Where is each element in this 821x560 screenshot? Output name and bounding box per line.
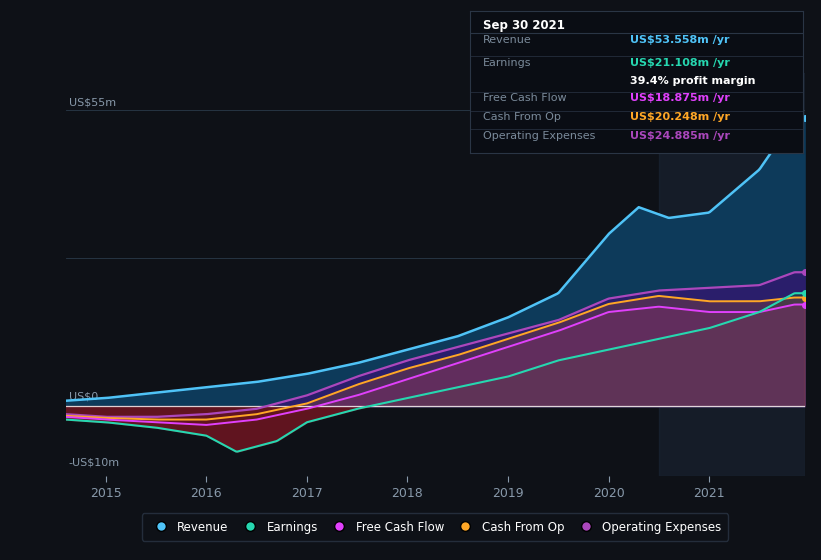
Text: Free Cash Flow: Free Cash Flow xyxy=(483,94,566,104)
Text: Sep 30 2021: Sep 30 2021 xyxy=(483,19,565,32)
Text: Operating Expenses: Operating Expenses xyxy=(483,130,595,141)
Text: US$24.885m /yr: US$24.885m /yr xyxy=(630,130,730,141)
Text: US$55m: US$55m xyxy=(69,98,116,108)
Text: US$53.558m /yr: US$53.558m /yr xyxy=(630,35,729,45)
Text: US$0: US$0 xyxy=(69,392,98,402)
Text: -US$10m: -US$10m xyxy=(69,457,120,467)
Legend: Revenue, Earnings, Free Cash Flow, Cash From Op, Operating Expenses: Revenue, Earnings, Free Cash Flow, Cash … xyxy=(142,514,728,540)
Text: Cash From Op: Cash From Op xyxy=(483,112,561,122)
Text: US$20.248m /yr: US$20.248m /yr xyxy=(630,112,730,122)
Text: Revenue: Revenue xyxy=(483,35,532,45)
Text: Earnings: Earnings xyxy=(483,58,531,68)
Bar xyxy=(658,73,805,476)
Text: US$21.108m /yr: US$21.108m /yr xyxy=(630,58,730,68)
Text: 39.4% profit margin: 39.4% profit margin xyxy=(630,76,755,86)
Text: US$18.875m /yr: US$18.875m /yr xyxy=(630,94,730,104)
